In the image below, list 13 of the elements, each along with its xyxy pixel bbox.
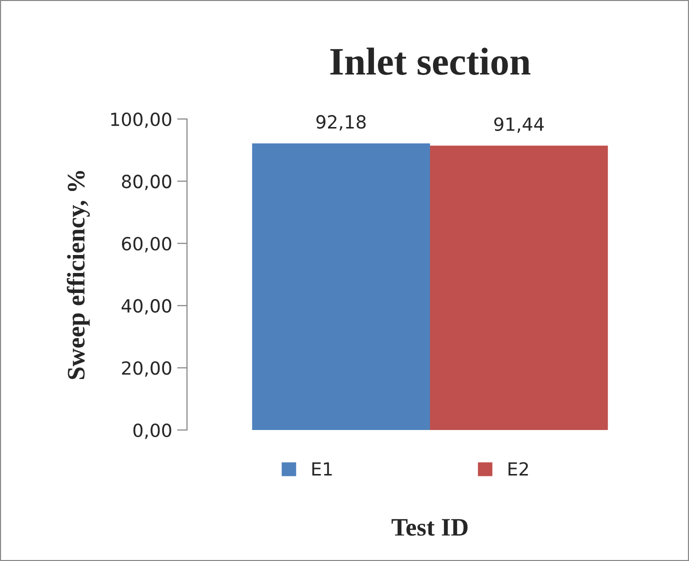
- y-tick-label: 0,00: [133, 423, 172, 439]
- y-tick-label: 80,00: [122, 174, 172, 190]
- data-label: 92,18: [316, 115, 366, 131]
- legend-label: E2: [508, 462, 528, 476]
- y-tick-label: 60,00: [122, 236, 172, 252]
- data-label: 91,44: [494, 117, 544, 133]
- y-tick-label: 20,00: [122, 361, 172, 377]
- y-tick-label: 100,00: [111, 112, 172, 128]
- y-tick-label: 40,00: [122, 299, 172, 315]
- legend-label: E1: [312, 462, 332, 476]
- x-axis-title: Test ID: [392, 519, 468, 536]
- chart-title: Inlet section: [330, 48, 530, 75]
- y-axis-title: Sweep efficiency, %: [66, 170, 90, 380]
